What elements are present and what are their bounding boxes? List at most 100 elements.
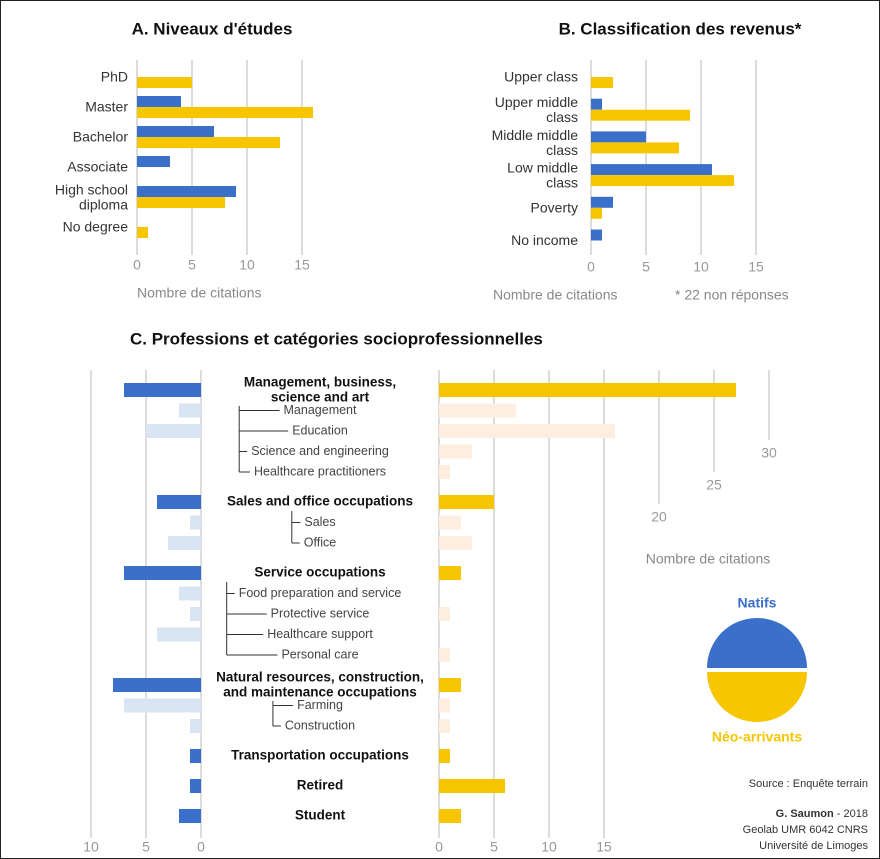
detail-bar — [190, 607, 201, 621]
bar — [179, 809, 201, 823]
bar — [591, 109, 690, 121]
chart-title: C. Professions et catégories socioprofes… — [130, 329, 543, 348]
x-tick-label: 15 — [294, 257, 310, 273]
chart-title: B. Classification des revenus* — [559, 19, 802, 38]
x-tick-label: 5 — [490, 839, 498, 855]
bar — [591, 142, 679, 154]
detail-bar — [439, 648, 450, 662]
detail-bar — [439, 424, 615, 438]
y-tick-label: Bachelor — [73, 129, 129, 145]
detail-bar — [168, 536, 201, 550]
legend-swatch — [707, 672, 807, 722]
bar — [137, 186, 236, 197]
bracket — [291, 511, 301, 544]
subcategory-label: Science and engineering — [251, 444, 389, 458]
legend-label: Natifs — [738, 595, 777, 611]
bar — [124, 566, 201, 580]
x-axis-label: Nombre de citations — [493, 287, 618, 303]
bar — [439, 749, 450, 763]
x-tick-label: 10 — [693, 259, 709, 275]
detail-bar — [179, 403, 201, 418]
author: G. Saumon — [776, 808, 834, 820]
x-tick-label: 10 — [83, 839, 99, 855]
bar — [591, 175, 734, 187]
x-tick-label: 10 — [541, 839, 557, 855]
subcategory-label: Construction — [285, 718, 355, 732]
y-tick-label: No degree — [63, 219, 129, 235]
bar — [124, 383, 201, 397]
detail-bar — [439, 719, 450, 733]
detail-bar — [190, 515, 201, 530]
category-label: Sales and office occupations — [227, 494, 413, 509]
category-label: Student — [295, 808, 346, 823]
legend-swatch — [707, 618, 807, 668]
y-tick-label: Upper middle class — [495, 94, 578, 125]
bar — [439, 779, 505, 793]
detail-bar — [439, 607, 450, 621]
detail-bar — [124, 698, 201, 713]
x-tick-label: 0 — [197, 839, 205, 855]
bar — [591, 131, 646, 143]
detail-bar — [190, 719, 201, 733]
bracket — [272, 701, 294, 727]
y-tick-label: Middle middle class — [492, 127, 579, 158]
source: Source : Enquête terrain — [749, 778, 868, 790]
y-tick-label: Associate — [67, 159, 128, 175]
bar — [439, 495, 494, 509]
subcategory-label: Protective service — [271, 606, 370, 620]
bar — [591, 207, 602, 219]
bracket — [238, 406, 289, 473]
x-tick-label: 5 — [188, 257, 196, 273]
bar — [157, 495, 201, 509]
x-tick-label: 10 — [239, 257, 255, 273]
bar — [137, 77, 192, 88]
x-tick-label: 20 — [651, 509, 667, 525]
x-axis-label: Nombre de citations — [137, 285, 262, 301]
x-tick-label: 0 — [587, 259, 595, 275]
x-tick-label: 5 — [642, 259, 650, 275]
category-label: Natural resources, construction, and main… — [216, 669, 424, 699]
y-tick-label: PhD — [101, 69, 128, 85]
lab: Geolab UMR 6042 CNRS — [743, 824, 868, 836]
detail-bar — [179, 586, 201, 601]
bar — [439, 383, 736, 397]
date: - 2018 — [837, 808, 868, 820]
bar — [591, 164, 712, 176]
bar — [591, 229, 602, 241]
x-tick-label: 0 — [435, 839, 443, 855]
detail-bar — [439, 536, 472, 550]
subcategory-label: Education — [292, 423, 348, 437]
bar — [137, 137, 280, 148]
bar — [591, 77, 613, 88]
detail-bar — [439, 403, 516, 418]
bar — [137, 227, 148, 238]
bar — [137, 96, 181, 107]
detail-bar — [439, 444, 472, 459]
subcategory-label: Food preparation and service — [239, 586, 402, 600]
bar — [137, 107, 313, 118]
bar — [137, 156, 170, 167]
category-label: Service occupations — [254, 565, 385, 580]
bracket — [226, 582, 278, 656]
x-tick-label: 15 — [748, 259, 764, 275]
x-tick-label: 25 — [706, 477, 722, 493]
bar — [190, 749, 201, 763]
bar — [439, 566, 461, 580]
detail-bar — [146, 424, 201, 438]
x-axis-label: Nombre de citations — [646, 551, 771, 567]
y-tick-label: High school diploma — [55, 181, 128, 212]
subcategory-label: Healthcare practitioners — [254, 464, 386, 478]
note: * 22 non réponses — [675, 287, 789, 303]
bar — [591, 196, 613, 208]
subcategory-label: Farming — [297, 698, 343, 712]
x-tick-label: 5 — [142, 839, 150, 855]
detail-bar — [157, 627, 201, 642]
subcategory-label: Personal care — [281, 647, 358, 661]
bar — [591, 98, 602, 110]
x-tick-label: 30 — [761, 445, 777, 461]
subcategory-label: Office — [304, 535, 336, 549]
y-tick-label: Upper class — [504, 69, 578, 85]
x-tick-label: 0 — [133, 257, 141, 273]
subcategory-label: Sales — [304, 515, 335, 529]
